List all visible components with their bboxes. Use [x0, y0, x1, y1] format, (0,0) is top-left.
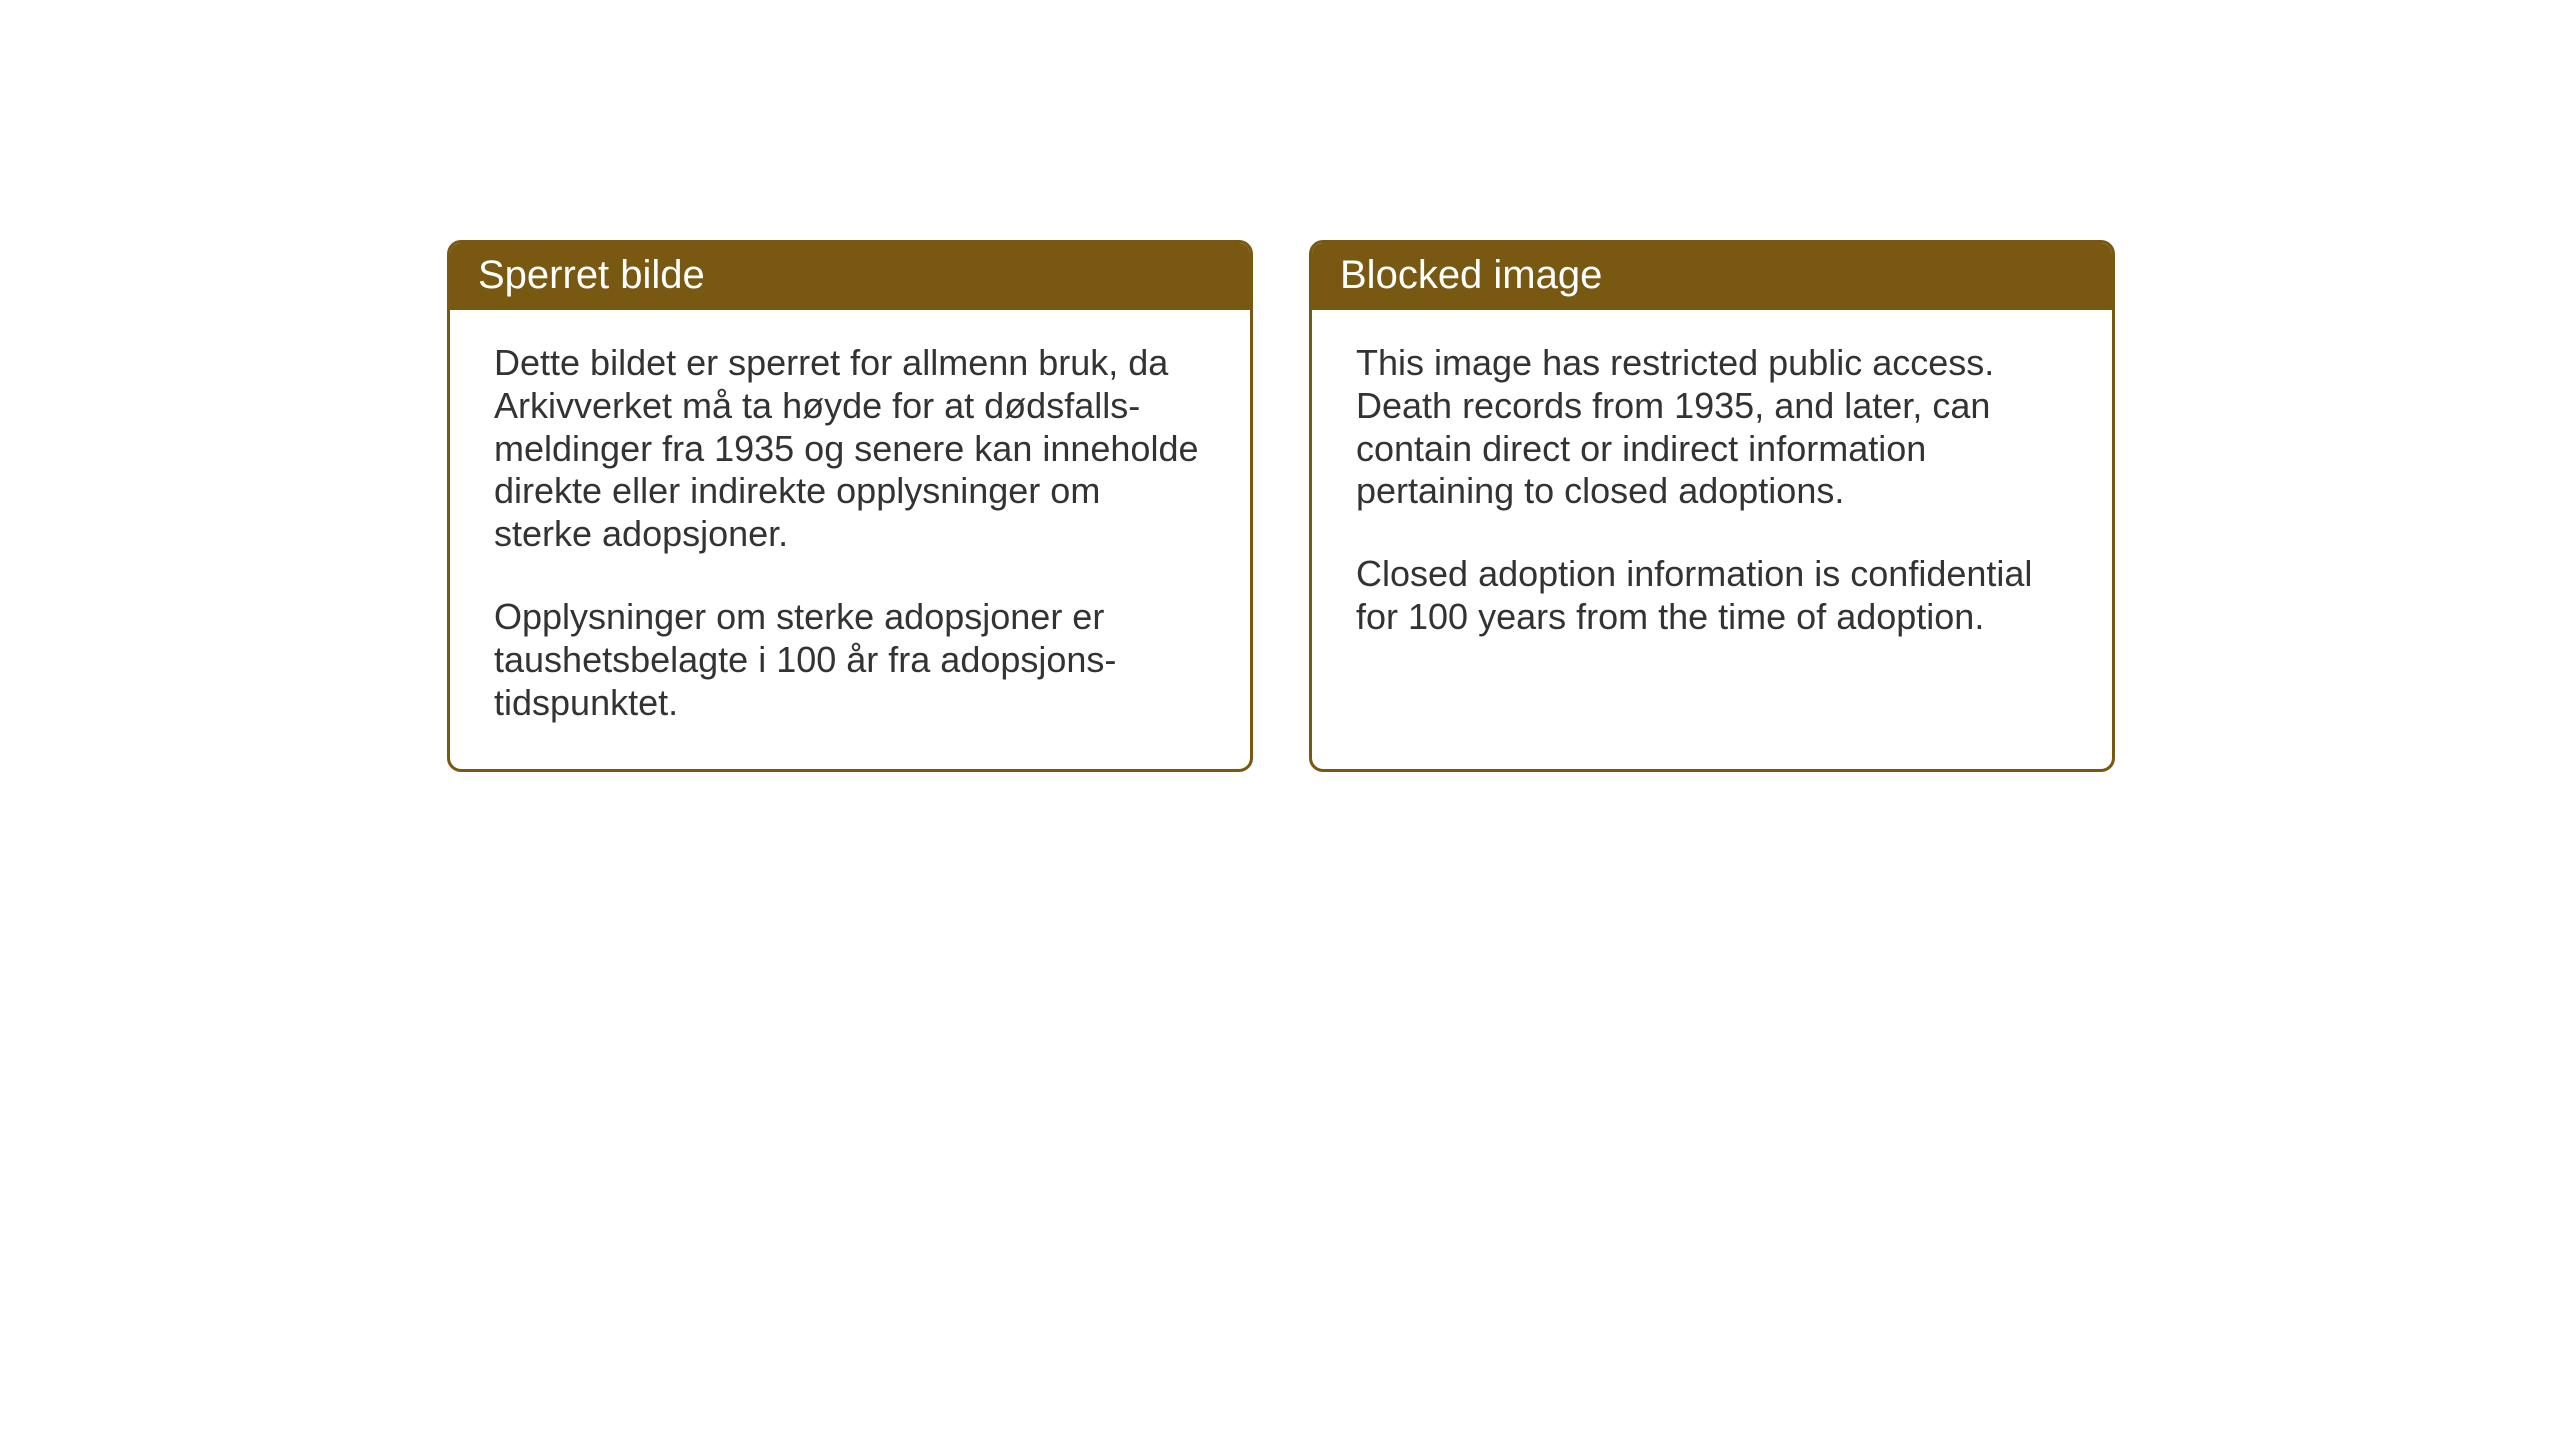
- norwegian-paragraph-2: Opplysninger om sterke adopsjoner er tau…: [494, 596, 1206, 724]
- english-paragraph-1: This image has restricted public access.…: [1356, 342, 2068, 513]
- english-card-title: Blocked image: [1312, 243, 2112, 310]
- norwegian-card-body: Dette bildet er sperret for allmenn bruk…: [450, 310, 1250, 769]
- norwegian-paragraph-1: Dette bildet er sperret for allmenn bruk…: [494, 342, 1206, 556]
- info-cards-container: Sperret bilde Dette bildet er sperret fo…: [447, 240, 2115, 772]
- english-card-body: This image has restricted public access.…: [1312, 310, 2112, 730]
- norwegian-info-card: Sperret bilde Dette bildet er sperret fo…: [447, 240, 1253, 772]
- norwegian-card-title: Sperret bilde: [450, 243, 1250, 310]
- english-info-card: Blocked image This image has restricted …: [1309, 240, 2115, 772]
- english-paragraph-2: Closed adoption information is confident…: [1356, 553, 2068, 639]
